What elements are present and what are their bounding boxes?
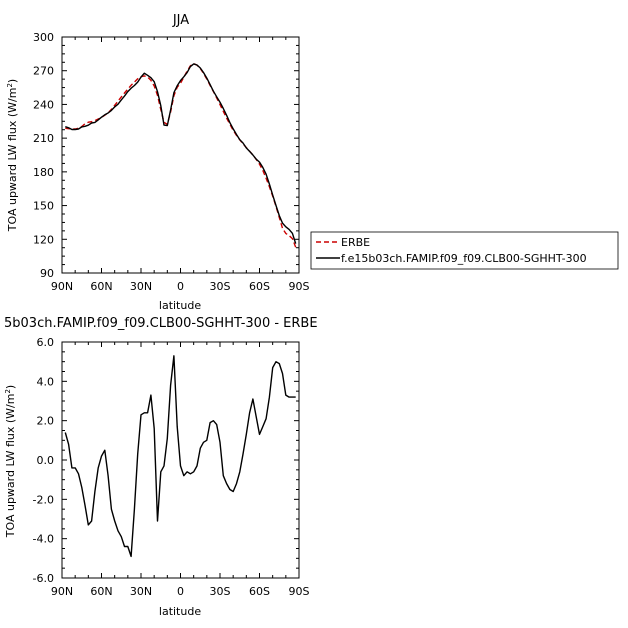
bottom-x-axis-label: latitude <box>159 605 201 618</box>
top-x-tick-label: 90N <box>51 280 73 293</box>
top-plot-lines <box>65 62 297 248</box>
bottom-panel: 5b03ch.FAMIP.f09_f09.CLB00-SGHHT-300 - E… <box>4 316 318 618</box>
bottom-y-tick-label: 2.0 <box>37 415 55 428</box>
top-plot-frame <box>61 36 300 274</box>
bottom-x-tick-label: 30N <box>130 585 152 598</box>
top-y-tick-label: 180 <box>33 166 54 179</box>
bottom-y-tick-label: -2.0 <box>33 493 54 506</box>
top-y-tick-label: 90 <box>40 267 54 280</box>
top-x-tick-label: 60S <box>249 280 270 293</box>
bottom-y-tick-label: -4.0 <box>33 533 54 546</box>
top-y-tick-label: 120 <box>33 233 54 246</box>
bottom-series-line-0 <box>64 355 296 558</box>
bottom-chart-title: 5b03ch.FAMIP.f09_f09.CLB00-SGHHT-300 - E… <box>4 316 318 331</box>
bottom-y-tick-label: 4.0 <box>37 375 55 388</box>
bottom-x-tick-label: 90N <box>51 585 73 598</box>
top-panel: JJA 90N 60N 30N 0 30S 60S 90S 90 120 150 180 210 240… <box>6 13 619 312</box>
bottom-plot-lines <box>64 355 296 558</box>
top-chart-title: JJA <box>172 13 189 28</box>
bottom-x-tick-label: 60S <box>249 585 270 598</box>
top-y-tick-label: 300 <box>33 31 54 44</box>
bottom-y-axis-label: TOA upward LW flux (W/m2) <box>4 385 17 538</box>
top-series-line-1 <box>65 63 297 244</box>
top-x-tick-label: 30S <box>210 280 231 293</box>
top-axes-ticks: 90N 60N 30N 0 30S 60S 90S 90 120 150 180 210 240 270 3… <box>33 31 310 293</box>
top-y-tick-label: 150 <box>33 200 54 213</box>
legend-box <box>310 231 619 270</box>
top-x-tick-label: 0 <box>177 280 184 293</box>
bottom-x-tick-label: 90S <box>289 585 310 598</box>
top-x-axis-label: latitude <box>159 299 201 312</box>
top-y-tick-label: 240 <box>33 98 54 111</box>
legend: ERBE f.e15b03ch.FAMIP.f09_f09.CLB00-SGHH… <box>310 231 619 270</box>
top-y-axis-label: TOA upward LW flux (W/m2) <box>6 79 19 232</box>
bottom-axes-ticks: 90N 60N 30N 0 30S 60S 90S -6.0 -4.0 -2.0 0.0 2.0 4.0… <box>33 336 310 598</box>
bottom-x-tick-label: 60N <box>90 585 112 598</box>
top-series-line-0 <box>65 62 297 248</box>
top-x-tick-label: 60N <box>90 280 112 293</box>
legend-erbe-label: ERBE <box>341 236 370 249</box>
bottom-x-tick-label: 30S <box>210 585 231 598</box>
top-y-tick-label: 270 <box>33 65 54 78</box>
bottom-x-tick-label: 0 <box>177 585 184 598</box>
top-x-tick-label: 90S <box>289 280 310 293</box>
bottom-y-tick-label: 0.0 <box>37 454 55 467</box>
bottom-y-tick-label: -6.0 <box>33 572 54 585</box>
legend-model-label: f.e15b03ch.FAMIP.f09_f09.CLB00-SGHHT-300 <box>341 252 587 265</box>
top-y-tick-label: 210 <box>33 132 54 145</box>
bottom-y-tick-label: 6.0 <box>37 336 55 349</box>
top-x-tick-label: 30N <box>130 280 152 293</box>
